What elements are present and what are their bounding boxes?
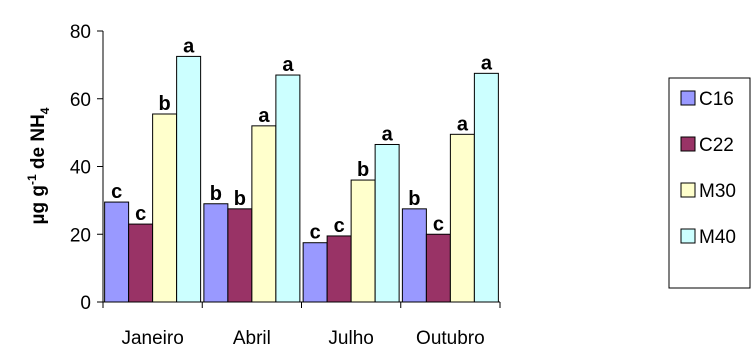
bar-m30-abril <box>251 125 277 303</box>
bar-c22-janeiro <box>128 223 154 303</box>
y-axis: 0 20 40 60 80 <box>70 22 104 314</box>
significance-letter: a <box>282 54 294 76</box>
significance-letter: c <box>310 222 321 244</box>
bar-m40-janeiro <box>176 55 202 303</box>
significance-letter: b <box>234 188 246 210</box>
legend-label-c16: C16 <box>699 89 734 110</box>
significance-letter: b <box>159 93 171 115</box>
legend-swatch-c22 <box>680 136 696 152</box>
legend-label-c22: C22 <box>699 135 734 156</box>
significance-letter: b <box>357 159 369 181</box>
y-axis-label: µg g-1 de NH4 <box>25 107 52 224</box>
significance-letter: a <box>258 105 270 127</box>
bar-c22-abril <box>227 208 253 303</box>
significance-letter: c <box>433 213 444 235</box>
legend-label-m30: M30 <box>699 181 736 202</box>
significance-letter: a <box>382 123 394 145</box>
legend-swatch-m30 <box>680 182 696 198</box>
significance-letter: c <box>111 181 122 203</box>
legend-swatch-m40 <box>680 228 696 244</box>
y-tick-label: 60 <box>70 90 91 111</box>
x-tick-label-outubro: Outubro <box>416 328 485 349</box>
y-axis-title: µg g-1 de NH4 <box>25 107 52 224</box>
significance-letter: a <box>481 52 493 74</box>
x-tick-label-abril: Abril <box>233 328 271 349</box>
bar-m30-outubro <box>449 133 475 303</box>
legend-swatch-c16 <box>680 90 696 106</box>
bar-m30-julho <box>350 179 376 303</box>
x-tick-label-janeiro: Janeiro <box>121 328 183 349</box>
bars <box>104 55 499 303</box>
bar-m30-janeiro <box>152 113 178 303</box>
bar-c16-janeiro <box>104 201 130 303</box>
bar-c16-julho <box>302 242 328 303</box>
significance-letter: a <box>457 113 469 135</box>
bar-c16-abril <box>203 203 229 303</box>
y-tick-label: 40 <box>70 158 91 179</box>
legend: C16 C22 M30 M40 <box>668 77 751 289</box>
bar-c22-julho <box>326 235 352 303</box>
bar-m40-julho <box>374 143 400 303</box>
bar-m40-abril <box>275 74 301 303</box>
y-tick-label: 0 <box>80 293 91 314</box>
y-tick-label: 80 <box>70 22 91 43</box>
x-tick-label-julho: Julho <box>328 328 373 349</box>
significance-letter: b <box>210 183 222 205</box>
x-axis: Janeiro Abril Julho Outubro <box>102 301 501 349</box>
bar-m40-outubro <box>473 72 499 303</box>
bar-c16-outubro <box>401 208 427 303</box>
y-tick-label: 20 <box>70 225 91 246</box>
bar-c22-outubro <box>425 233 451 303</box>
significance-letter: b <box>408 188 420 210</box>
significance-letter: c <box>135 203 146 225</box>
significance-letter: c <box>334 215 345 237</box>
significance-letter: a <box>183 35 195 57</box>
legend-label-m40: M40 <box>699 227 736 248</box>
